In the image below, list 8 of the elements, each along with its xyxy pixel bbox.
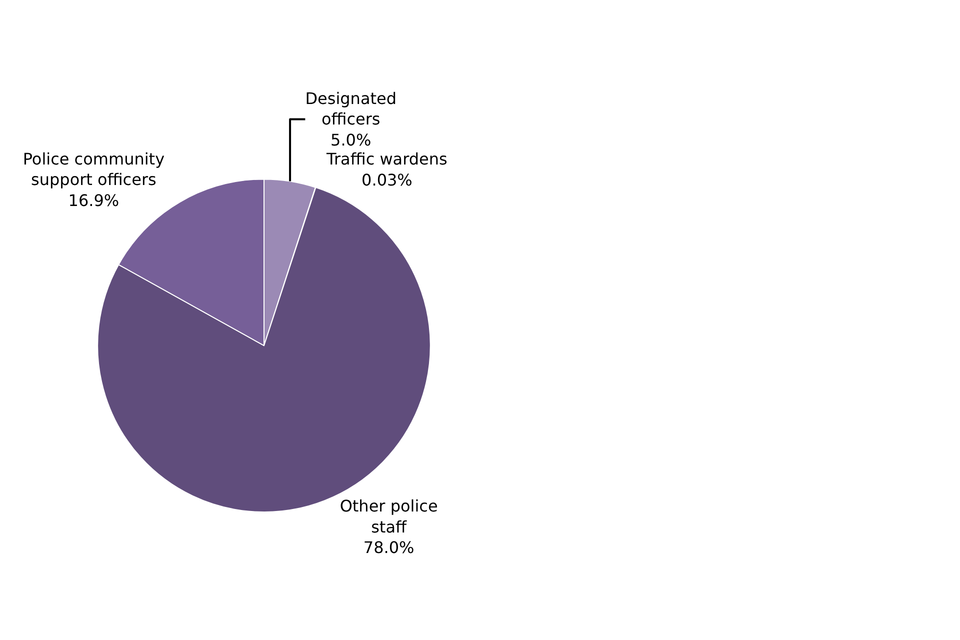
slice-label: Designated officers [305, 88, 397, 129]
data-label: 0.03% [362, 170, 412, 190]
data-label: 16.9% [68, 190, 120, 210]
data-label: 78.0% [363, 538, 414, 558]
data-label: 5.0% [330, 130, 372, 150]
slice-label: Police community support officers [22, 149, 165, 190]
slice-label: Other police staff [340, 496, 438, 536]
slice-label: Traffic wardens [326, 150, 448, 169]
